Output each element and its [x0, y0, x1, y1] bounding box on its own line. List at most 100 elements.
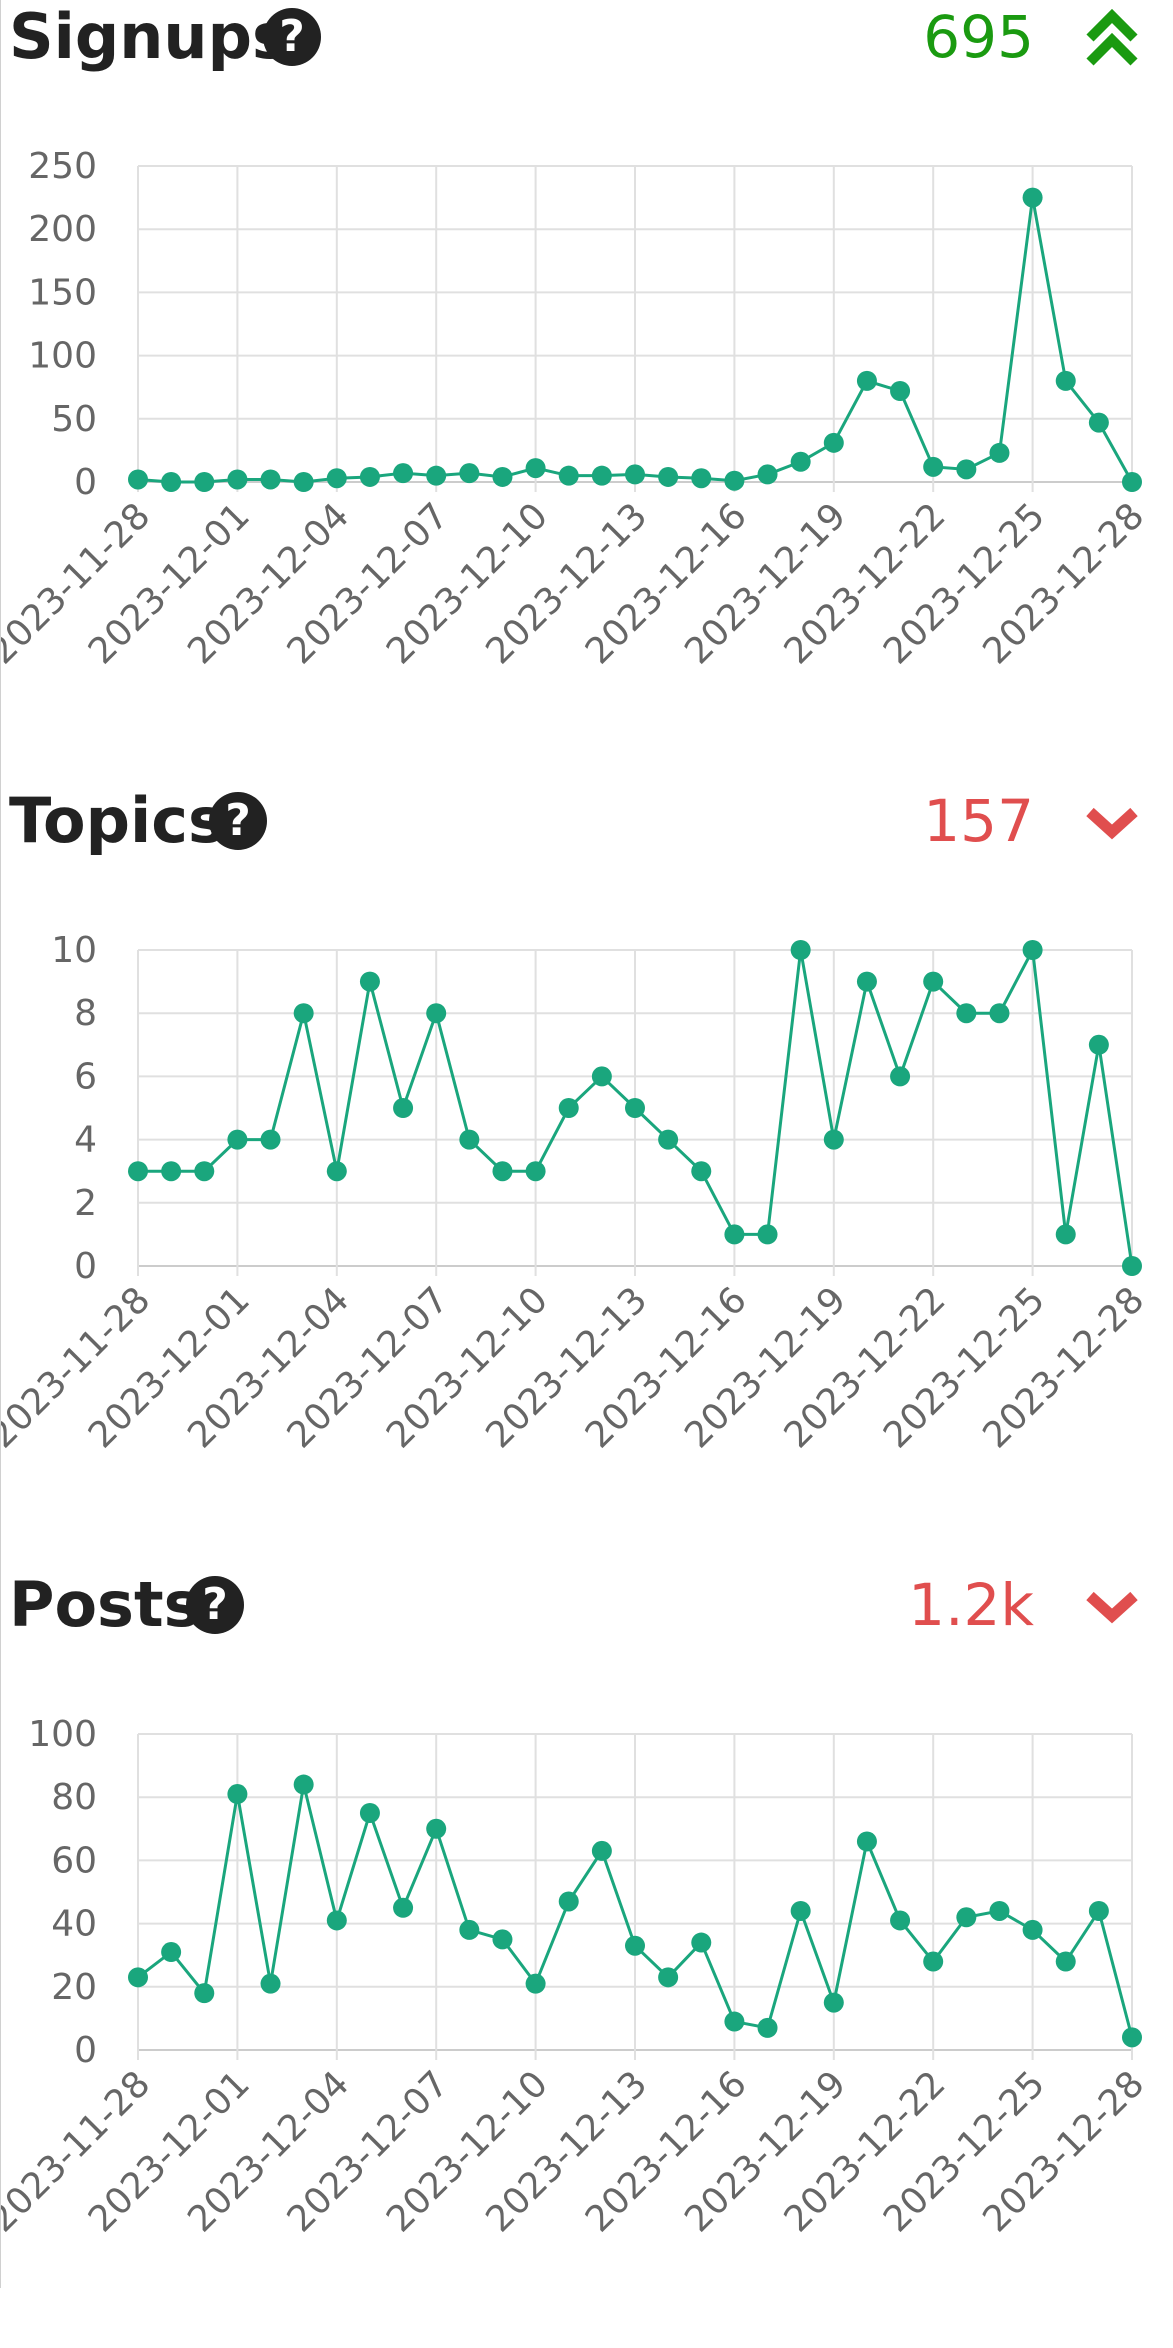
data-point[interactable] — [326, 1910, 347, 1931]
data-point[interactable] — [492, 466, 513, 487]
data-point[interactable] — [1088, 412, 1109, 433]
data-point[interactable] — [161, 472, 182, 492]
data-point[interactable] — [227, 1129, 248, 1150]
question-circle-icon[interactable]: ? — [209, 792, 267, 850]
data-point[interactable] — [989, 1003, 1010, 1024]
data-point[interactable] — [194, 1161, 215, 1182]
data-point[interactable] — [625, 1935, 645, 1956]
data-point[interactable] — [823, 432, 844, 453]
data-point[interactable] — [1122, 1256, 1142, 1276]
data-point[interactable] — [525, 458, 546, 479]
data-point[interactable] — [326, 468, 347, 489]
data-point[interactable] — [1022, 1919, 1043, 1940]
data-point[interactable] — [691, 1932, 712, 1953]
data-point[interactable] — [426, 1003, 447, 1024]
data-point[interactable] — [227, 469, 248, 490]
data-point[interactable] — [260, 469, 281, 490]
data-point[interactable] — [724, 470, 745, 491]
data-point[interactable] — [426, 465, 447, 486]
data-point[interactable] — [923, 456, 944, 477]
data-point[interactable] — [956, 1907, 977, 1928]
data-point[interactable] — [194, 1983, 215, 2004]
data-point[interactable] — [591, 1840, 612, 1861]
data-point[interactable] — [625, 464, 645, 485]
data-point[interactable] — [956, 1003, 977, 1024]
data-point[interactable] — [691, 468, 712, 489]
data-point[interactable] — [359, 1803, 380, 1823]
data-point[interactable] — [790, 451, 811, 472]
data-point[interactable] — [923, 1951, 944, 1972]
y-tick-label: 20 — [51, 1967, 97, 2008]
data-point[interactable] — [1022, 940, 1043, 960]
data-point[interactable] — [1022, 187, 1043, 208]
question-circle-icon[interactable]: ? — [186, 1576, 244, 1634]
data-point[interactable] — [293, 1003, 314, 1024]
data-point[interactable] — [525, 1973, 546, 1994]
data-point[interactable] — [227, 1784, 248, 1805]
data-point[interactable] — [393, 463, 414, 484]
data-point[interactable] — [1122, 2027, 1142, 2048]
data-point[interactable] — [1088, 1900, 1109, 1921]
data-point[interactable] — [161, 1942, 182, 1963]
data-point[interactable] — [359, 971, 380, 992]
data-point[interactable] — [658, 466, 679, 487]
data-point[interactable] — [194, 472, 215, 492]
data-point[interactable] — [856, 1831, 877, 1852]
data-point[interactable] — [658, 1129, 679, 1150]
data-point[interactable] — [558, 465, 579, 486]
data-point[interactable] — [459, 1919, 480, 1940]
data-point[interactable] — [823, 1992, 844, 2013]
data-point[interactable] — [161, 1161, 182, 1182]
data-point[interactable] — [128, 469, 148, 490]
data-point[interactable] — [856, 971, 877, 992]
data-point[interactable] — [558, 1891, 579, 1912]
data-point[interactable] — [260, 1973, 281, 1994]
data-point[interactable] — [757, 1224, 778, 1245]
data-point[interactable] — [923, 971, 944, 992]
data-point[interactable] — [625, 1098, 645, 1118]
metric-value: 695 — [923, 3, 1034, 71]
data-point[interactable] — [989, 1900, 1010, 1921]
data-point[interactable] — [591, 1066, 612, 1087]
y-tick-label: 0 — [74, 1246, 97, 1287]
section-title: Posts — [9, 1568, 201, 1641]
data-point[interactable] — [1055, 370, 1076, 391]
data-point[interactable] — [293, 472, 314, 492]
data-point[interactable] — [591, 465, 612, 486]
data-point[interactable] — [393, 1897, 414, 1918]
data-point[interactable] — [890, 1066, 911, 1087]
data-point[interactable] — [658, 1967, 679, 1988]
data-point[interactable] — [128, 1967, 148, 1988]
data-point[interactable] — [558, 1098, 579, 1118]
data-point[interactable] — [459, 463, 480, 484]
data-point[interactable] — [492, 1929, 513, 1950]
data-point[interactable] — [359, 466, 380, 487]
data-point[interactable] — [128, 1161, 148, 1182]
data-point[interactable] — [393, 1098, 414, 1118]
data-point[interactable] — [757, 464, 778, 485]
data-point[interactable] — [1122, 472, 1142, 492]
data-point[interactable] — [724, 1224, 745, 1245]
data-point[interactable] — [1055, 1951, 1076, 1972]
data-point[interactable] — [956, 459, 977, 480]
data-point[interactable] — [326, 1161, 347, 1182]
data-point[interactable] — [691, 1161, 712, 1182]
data-point[interactable] — [823, 1129, 844, 1150]
data-point[interactable] — [724, 2011, 745, 2032]
data-point[interactable] — [525, 1161, 546, 1182]
data-point[interactable] — [890, 1910, 911, 1931]
data-point[interactable] — [260, 1129, 281, 1150]
data-point[interactable] — [492, 1161, 513, 1182]
data-point[interactable] — [1088, 1034, 1109, 1055]
data-point[interactable] — [757, 2017, 778, 2038]
data-point[interactable] — [790, 1900, 811, 1921]
data-point[interactable] — [890, 380, 911, 401]
data-point[interactable] — [426, 1818, 447, 1839]
data-point[interactable] — [293, 1774, 314, 1795]
data-point[interactable] — [790, 940, 811, 960]
data-point[interactable] — [856, 370, 877, 391]
data-point[interactable] — [459, 1129, 480, 1150]
data-point[interactable] — [989, 442, 1010, 463]
data-point[interactable] — [1055, 1224, 1076, 1245]
question-circle-icon[interactable]: ? — [263, 8, 321, 66]
